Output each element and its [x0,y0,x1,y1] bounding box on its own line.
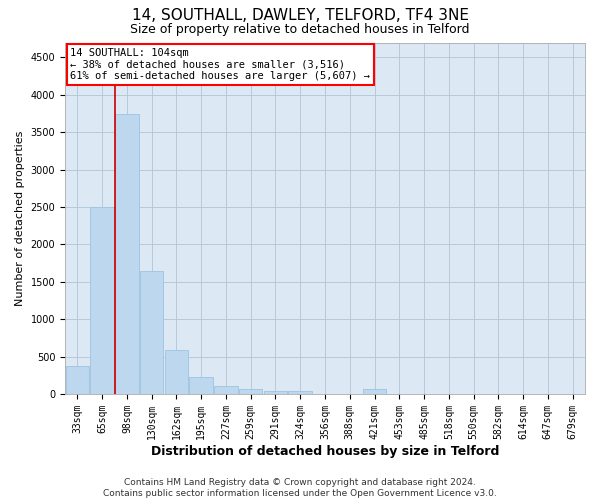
Y-axis label: Number of detached properties: Number of detached properties [15,130,25,306]
Bar [190,377,213,394]
Bar [115,114,139,394]
X-axis label: Distribution of detached houses by size in Telford: Distribution of detached houses by size … [151,444,499,458]
Bar [363,390,386,394]
Bar [65,366,89,394]
Bar [264,390,287,394]
Bar [164,350,188,394]
Bar [289,392,312,394]
Text: Contains HM Land Registry data © Crown copyright and database right 2024.
Contai: Contains HM Land Registry data © Crown c… [103,478,497,498]
Bar [140,272,163,394]
Bar [239,388,262,394]
Text: 14, SOUTHALL, DAWLEY, TELFORD, TF4 3NE: 14, SOUTHALL, DAWLEY, TELFORD, TF4 3NE [131,8,469,22]
Bar [214,386,238,394]
Text: 14 SOUTHALL: 104sqm
← 38% of detached houses are smaller (3,516)
61% of semi-det: 14 SOUTHALL: 104sqm ← 38% of detached ho… [70,48,370,81]
Bar [91,207,114,394]
Text: Size of property relative to detached houses in Telford: Size of property relative to detached ho… [130,22,470,36]
